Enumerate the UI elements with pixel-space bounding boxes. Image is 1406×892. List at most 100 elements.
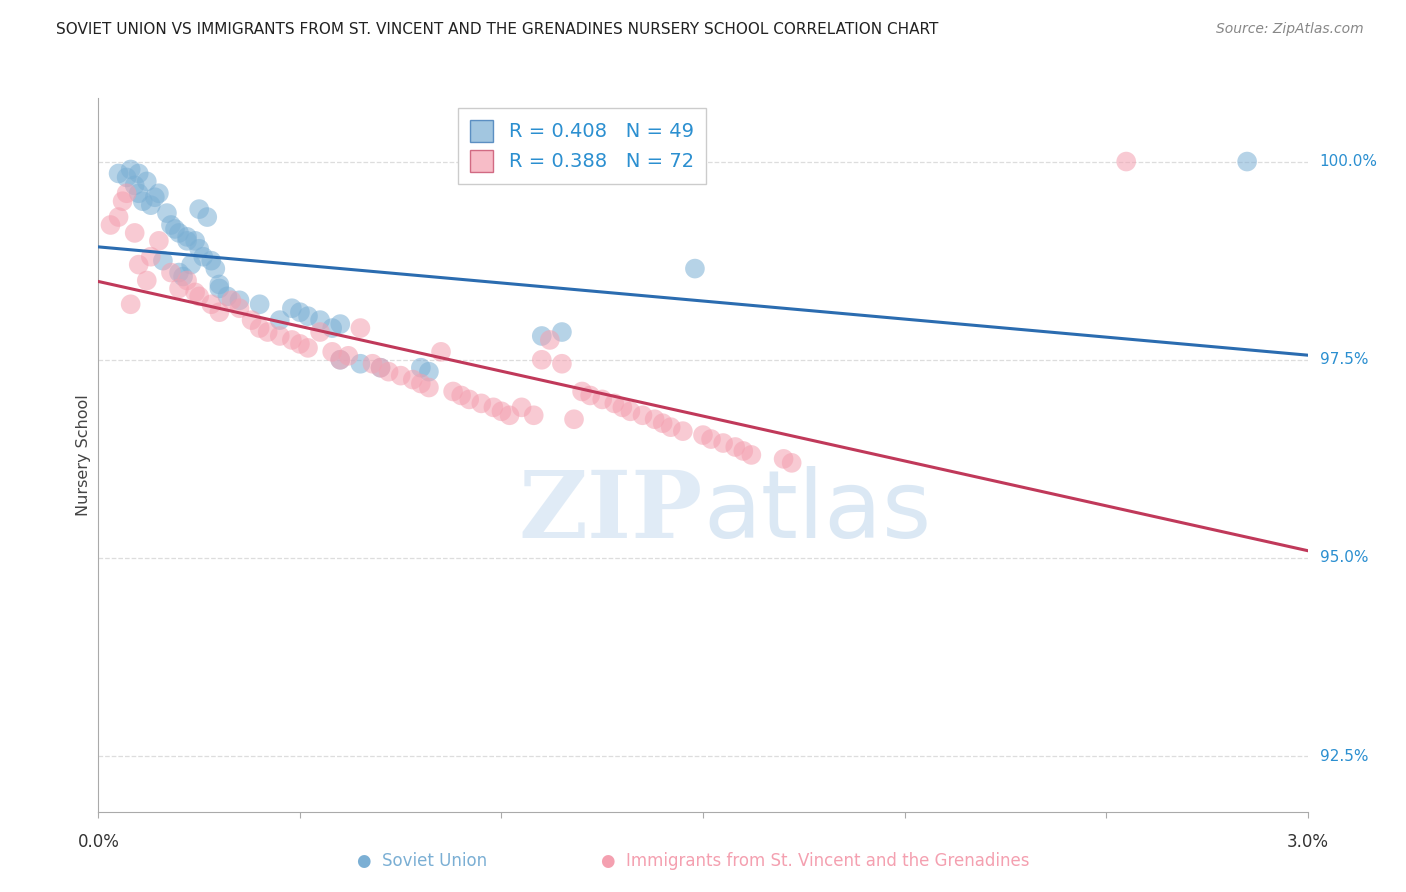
Point bbox=[733, 444, 755, 458]
Point bbox=[329, 317, 352, 331]
Point bbox=[530, 352, 553, 367]
Point bbox=[115, 186, 138, 201]
Point bbox=[132, 194, 155, 209]
Point bbox=[562, 412, 585, 426]
Point bbox=[107, 166, 129, 180]
Text: ●  Immigrants from St. Vincent and the Grenadines: ● Immigrants from St. Vincent and the Gr… bbox=[602, 852, 1029, 870]
Point bbox=[349, 357, 371, 371]
Point bbox=[176, 234, 198, 248]
Point bbox=[571, 384, 593, 399]
Point bbox=[111, 194, 134, 209]
Point bbox=[228, 301, 250, 316]
Legend: R = 0.408   N = 49, R = 0.388   N = 72: R = 0.408 N = 49, R = 0.388 N = 72 bbox=[458, 108, 706, 184]
Point bbox=[269, 313, 291, 327]
Point bbox=[297, 309, 319, 323]
Text: 97.5%: 97.5% bbox=[1320, 352, 1368, 368]
Point bbox=[551, 325, 574, 339]
Point bbox=[188, 289, 211, 303]
Point bbox=[523, 409, 546, 423]
Point bbox=[217, 289, 239, 303]
Point bbox=[152, 253, 174, 268]
Point bbox=[228, 293, 250, 308]
Point bbox=[644, 412, 666, 426]
Point bbox=[128, 166, 150, 180]
Point bbox=[321, 321, 343, 335]
Point bbox=[128, 186, 150, 201]
Point bbox=[530, 329, 553, 343]
Point bbox=[329, 352, 352, 367]
Point bbox=[579, 388, 602, 402]
Point bbox=[128, 258, 150, 272]
Point bbox=[180, 258, 202, 272]
Point bbox=[256, 325, 278, 339]
Point bbox=[124, 226, 146, 240]
Point bbox=[619, 404, 641, 418]
Point bbox=[591, 392, 613, 407]
Point bbox=[482, 401, 505, 415]
Text: ●  Soviet Union: ● Soviet Union bbox=[357, 852, 486, 870]
Point bbox=[370, 360, 392, 375]
Point bbox=[176, 230, 198, 244]
Point bbox=[200, 253, 222, 268]
Point bbox=[167, 226, 190, 240]
Point bbox=[160, 218, 183, 232]
Point bbox=[1236, 154, 1258, 169]
Point bbox=[208, 281, 231, 295]
Point bbox=[297, 341, 319, 355]
Point bbox=[370, 360, 392, 375]
Point bbox=[115, 170, 138, 185]
Point bbox=[176, 273, 198, 287]
Point bbox=[195, 210, 218, 224]
Point bbox=[309, 325, 332, 339]
Point bbox=[441, 384, 464, 399]
Point bbox=[409, 360, 432, 375]
Point bbox=[349, 321, 371, 335]
Point bbox=[281, 333, 304, 347]
Point bbox=[409, 376, 432, 391]
Point bbox=[148, 186, 170, 201]
Point bbox=[740, 448, 762, 462]
Point bbox=[651, 416, 673, 430]
Point bbox=[208, 305, 231, 319]
Point bbox=[780, 456, 803, 470]
Text: 3.0%: 3.0% bbox=[1286, 833, 1329, 851]
Point bbox=[188, 242, 211, 256]
Point bbox=[200, 297, 222, 311]
Text: Source: ZipAtlas.com: Source: ZipAtlas.com bbox=[1216, 22, 1364, 37]
Point bbox=[135, 174, 157, 188]
Text: 92.5%: 92.5% bbox=[1320, 748, 1368, 764]
Point bbox=[172, 269, 194, 284]
Point bbox=[659, 420, 682, 434]
Point bbox=[321, 344, 343, 359]
Point bbox=[470, 396, 492, 410]
Point bbox=[402, 373, 425, 387]
Point bbox=[491, 404, 513, 418]
Point bbox=[458, 392, 481, 407]
Point bbox=[603, 396, 626, 410]
Point bbox=[148, 234, 170, 248]
Point bbox=[249, 321, 271, 335]
Text: SOVIET UNION VS IMMIGRANTS FROM ST. VINCENT AND THE GRENADINES NURSERY SCHOOL CO: SOVIET UNION VS IMMIGRANTS FROM ST. VINC… bbox=[56, 22, 939, 37]
Point bbox=[631, 409, 654, 423]
Point bbox=[124, 178, 146, 193]
Point bbox=[167, 266, 190, 280]
Point bbox=[551, 357, 574, 371]
Point bbox=[139, 250, 162, 264]
Point bbox=[184, 285, 207, 300]
Point bbox=[538, 333, 561, 347]
Point bbox=[160, 266, 183, 280]
Point bbox=[288, 337, 311, 351]
Point bbox=[167, 281, 190, 295]
Point bbox=[711, 436, 734, 450]
Point bbox=[120, 297, 142, 311]
Point bbox=[430, 344, 453, 359]
Text: 95.0%: 95.0% bbox=[1320, 550, 1368, 566]
Point bbox=[418, 365, 440, 379]
Point bbox=[418, 380, 440, 394]
Point bbox=[120, 162, 142, 177]
Point bbox=[269, 329, 291, 343]
Point bbox=[309, 313, 332, 327]
Point bbox=[772, 451, 794, 466]
Point bbox=[692, 428, 714, 442]
Point bbox=[240, 313, 263, 327]
